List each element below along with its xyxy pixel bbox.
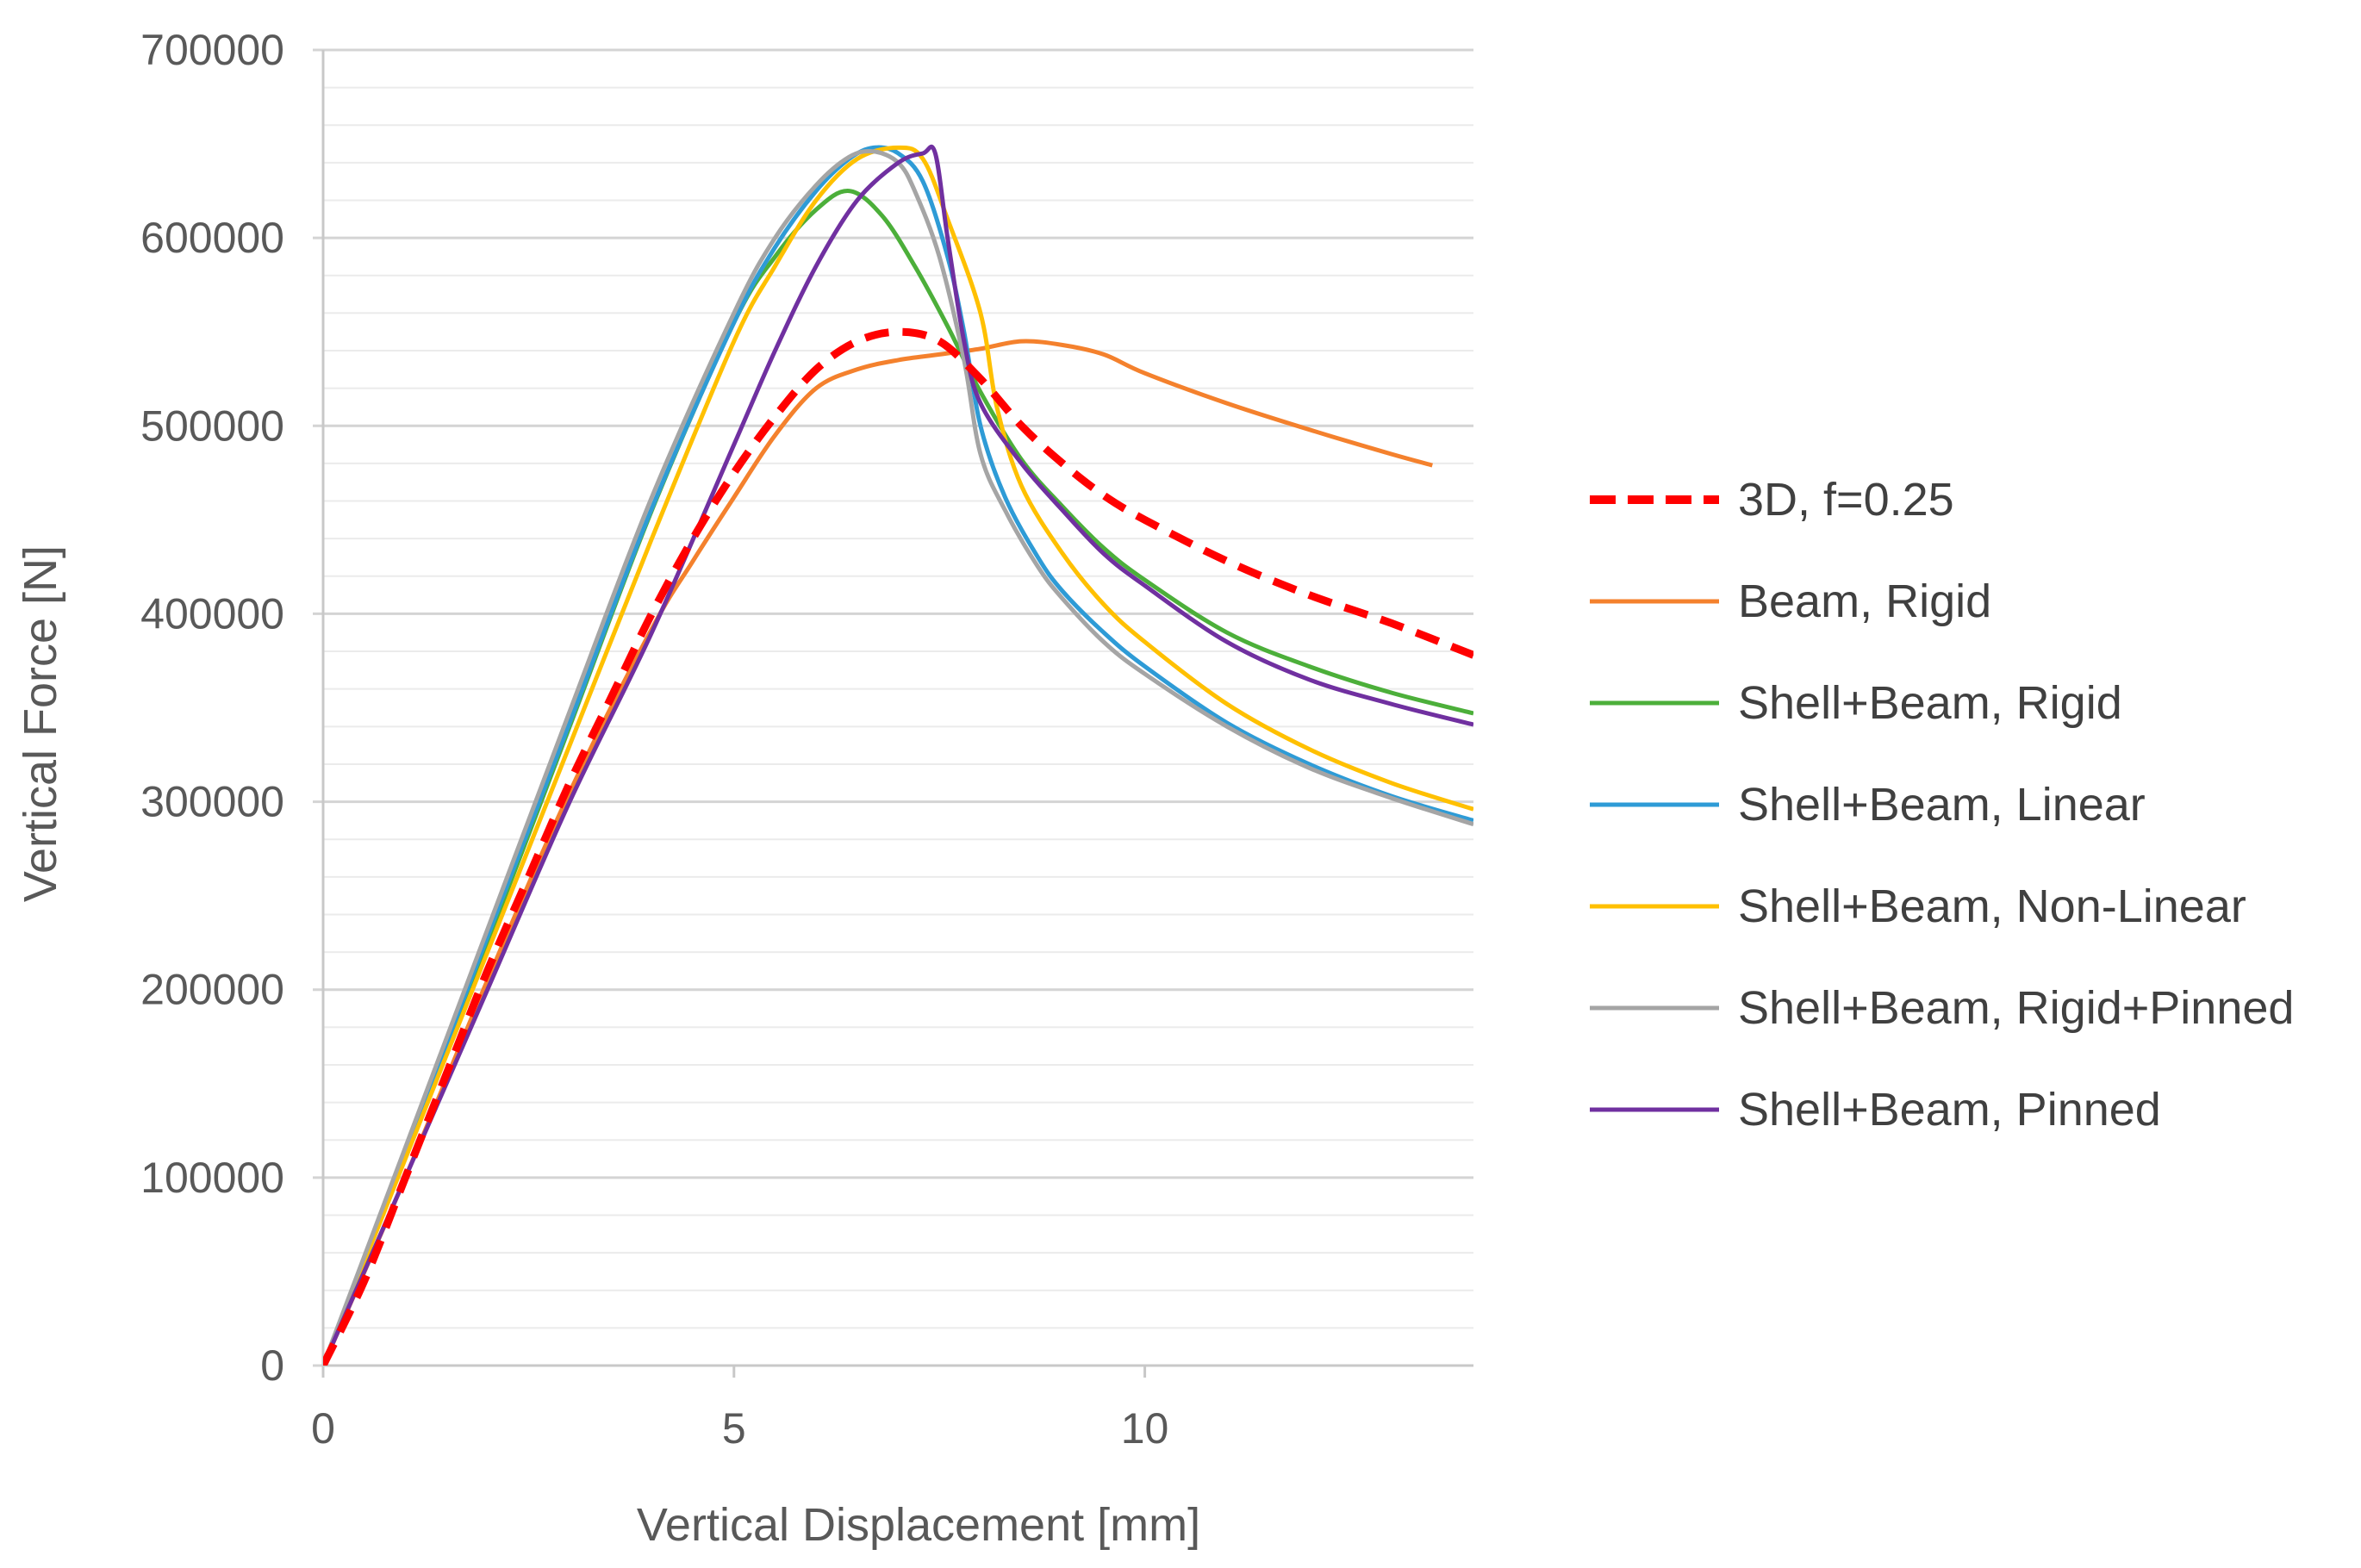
series-line-0 [323, 327, 1473, 1366]
legend-item: Shell+Beam, Pinned [1590, 1084, 2161, 1136]
grid [313, 48, 1473, 1367]
legend: 3D, f=0.25 Beam, Rigid Shell+Beam, Rigid Sh… [1590, 474, 2294, 1136]
y-tick-label: 700000 [140, 26, 284, 74]
legend-item: Beam, Rigid [1590, 576, 1991, 627]
x-axis-title: Vertical Displacement [mm] [637, 1499, 1200, 1551]
y-tick-label: 200000 [140, 966, 284, 1014]
x-tick-label: 0 [311, 1404, 335, 1453]
legend-item: 3D, f=0.25 [1590, 474, 1954, 526]
legend-item: Shell+Beam, Rigid+Pinned [1590, 982, 2294, 1034]
axes: 0 100000 200000 300000 400000 500000 600000 700… [140, 26, 1473, 1453]
y-tick-label: 0 [260, 1341, 284, 1390]
x-tick-label: 10 [1121, 1404, 1169, 1453]
y-tick-label: 400000 [140, 589, 284, 638]
y-tick-label: 600000 [140, 214, 284, 262]
x-tick-label: 5 [722, 1404, 746, 1453]
series-lines [323, 144, 1473, 1366]
y-tick-label: 100000 [140, 1154, 284, 1202]
y-tick-label: 500000 [140, 401, 284, 450]
y-tick-label: 300000 [140, 778, 284, 826]
legend-label: Shell+Beam, Non-Linear [1738, 880, 2246, 932]
legend-item: Shell+Beam, Rigid [1590, 677, 2122, 729]
legend-label: 3D, f=0.25 [1738, 474, 1954, 526]
legend-label: Shell+Beam, Rigid [1738, 677, 2122, 729]
series-line-2 [323, 189, 1473, 1366]
legend-label: Shell+Beam, Pinned [1738, 1084, 2161, 1136]
legend-label: Beam, Rigid [1738, 576, 1991, 627]
y-axis-title: Vertical Force [N] [15, 545, 66, 902]
legend-label: Shell+Beam, Linear [1738, 779, 2146, 831]
legend-label: Shell+Beam, Rigid+Pinned [1738, 982, 2294, 1034]
series-line-1 [323, 339, 1433, 1366]
series-line-3 [323, 145, 1473, 1366]
legend-item: Shell+Beam, Non-Linear [1590, 880, 2246, 932]
series-line-5 [323, 148, 1473, 1366]
legend-item: Shell+Beam, Linear [1590, 779, 2146, 831]
series-line-6 [323, 144, 1473, 1366]
series-line-4 [323, 145, 1473, 1366]
